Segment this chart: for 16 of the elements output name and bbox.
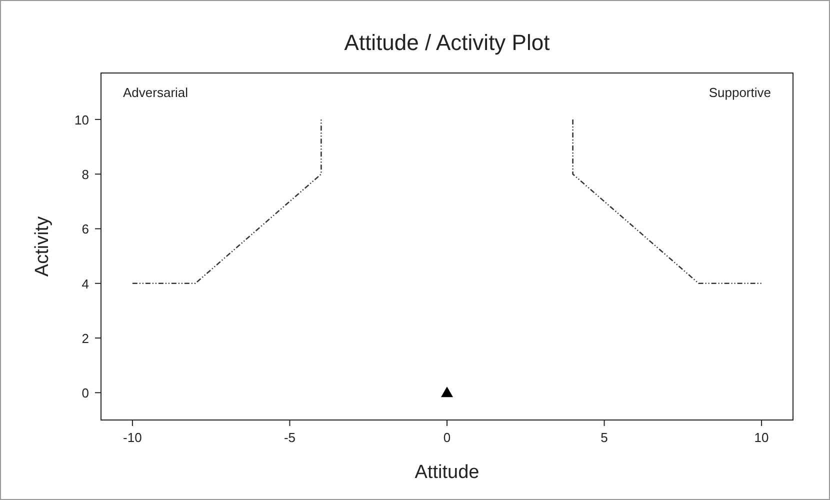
y-tick-label: 10 — [74, 112, 89, 128]
y-tick-label: 4 — [82, 276, 89, 292]
x-tick-label: -5 — [284, 430, 296, 445]
x-tick-label: 0 — [443, 430, 451, 445]
x-tick-label: 10 — [754, 430, 769, 445]
annotation: Supportive — [708, 85, 771, 100]
y-tick-label: 2 — [82, 331, 89, 346]
x-tick-label: 5 — [600, 430, 608, 445]
annotation: Adversarial — [123, 85, 188, 100]
chart-title: Attitude / Activity Plot — [344, 30, 550, 55]
y-tick-label: 0 — [82, 386, 89, 401]
y-axis-title: Activity — [32, 216, 53, 277]
x-tick-label: -10 — [123, 430, 142, 445]
x-axis-title: Attitude — [414, 462, 480, 483]
y-tick-label: 6 — [82, 222, 89, 237]
y-tick-label: 8 — [82, 167, 89, 182]
